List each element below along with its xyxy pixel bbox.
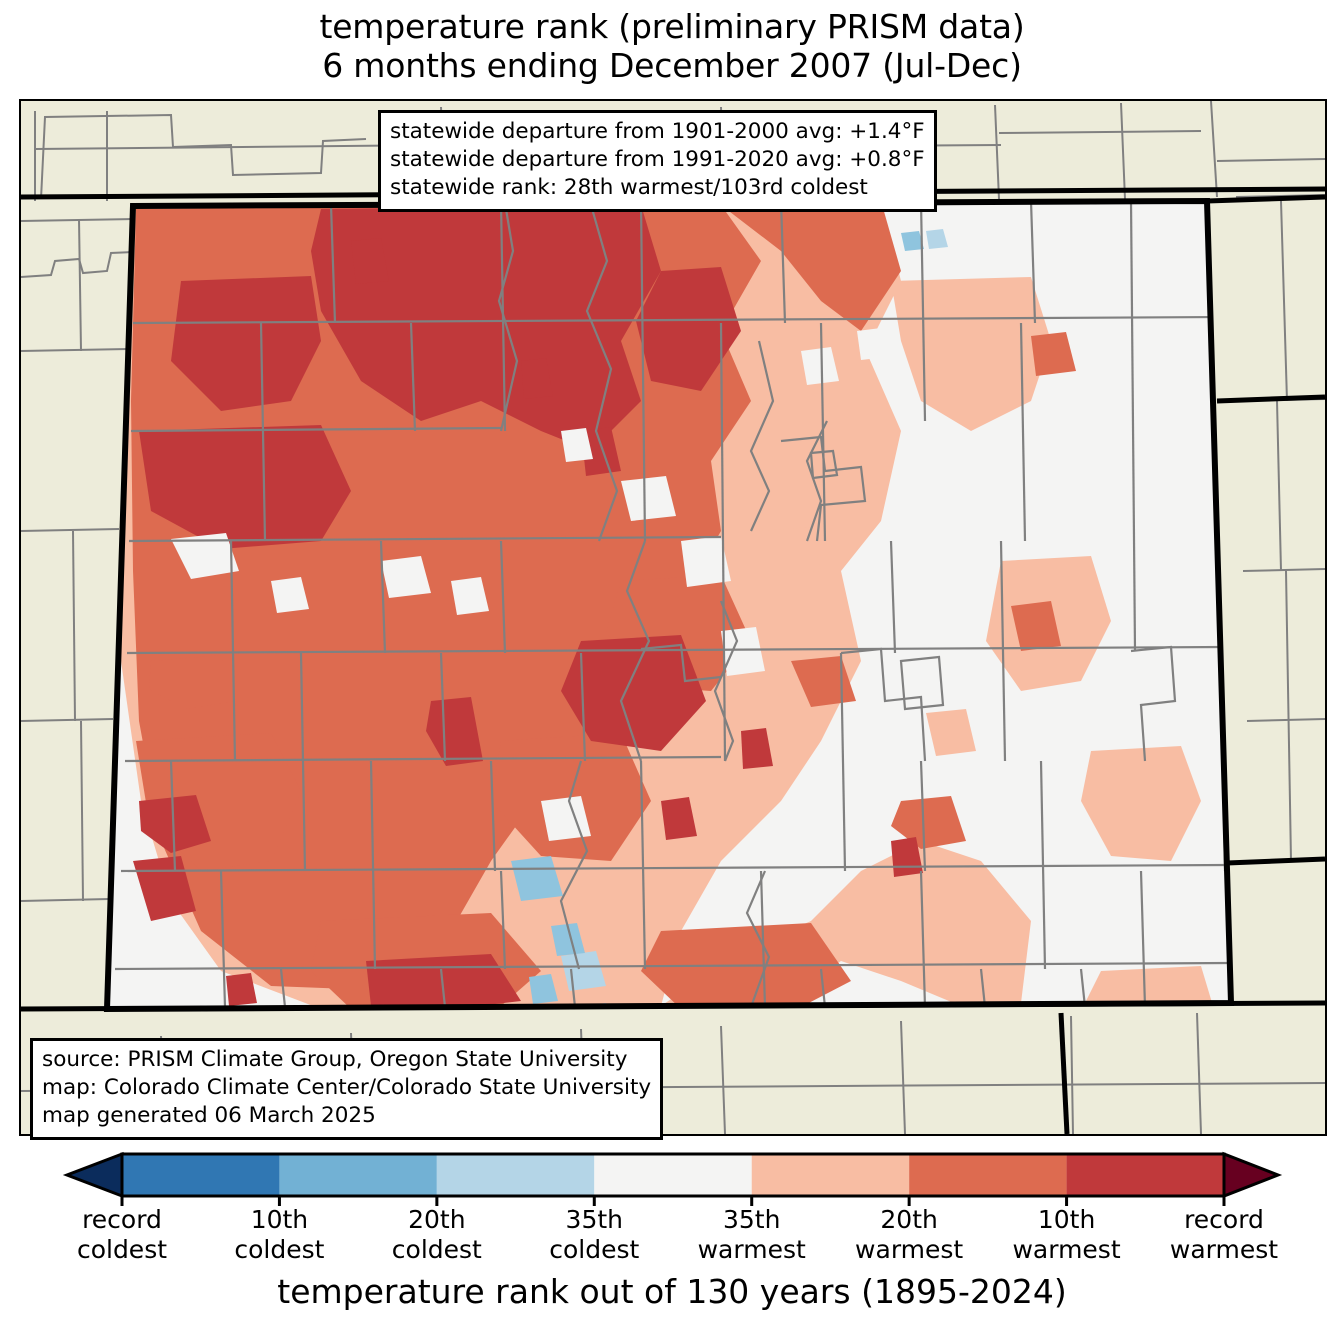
map-generated-line: map generated 06 March 2025 xyxy=(42,1102,376,1128)
colorado-county-lines xyxy=(114,201,1230,1008)
colorbar-label-bottom-3: coldest xyxy=(549,1234,640,1264)
contour-white-holes xyxy=(171,328,887,841)
colorbar-label-top-4: 35th xyxy=(722,1205,781,1234)
colorbar-label-bottom-7: warmest xyxy=(1169,1234,1279,1264)
colorbar-label-top-5: 20th xyxy=(880,1205,938,1234)
colorbar-label-top-6: 10th xyxy=(1037,1205,1096,1234)
colorado-temperature-rank-map xyxy=(21,101,1325,1134)
colorbar-label-top-3: 35th xyxy=(565,1205,624,1234)
colorbar-segment-5 xyxy=(909,1154,1067,1196)
page-title: temperature rank (preliminary PRISM data… xyxy=(0,7,1344,86)
colorbar-label-3: 35th coldest xyxy=(494,1205,694,1264)
colorbar-label-6: 10th warmest xyxy=(967,1205,1167,1264)
title-line-2: 6 months ending December 2007 (Jul-Dec) xyxy=(322,45,1022,85)
statewide-stats-box: statewide departure from 1901-2000 avg: … xyxy=(378,110,937,212)
colorbar-label-bottom-5: warmest xyxy=(855,1234,964,1264)
colorbar-label-0: record coldest xyxy=(22,1205,222,1264)
map-credit-line: map: Colorado Climate Center/Colorado St… xyxy=(42,1074,652,1100)
colorbar-segment-4 xyxy=(751,1154,910,1196)
stats-statewide-rank: statewide rank: 28th warmest/103rd colde… xyxy=(390,174,868,200)
colorbar-segment-0 xyxy=(122,1154,280,1196)
colorbar-caption: temperature rank out of 130 years (1895-… xyxy=(277,1272,1067,1311)
map-panel xyxy=(19,99,1327,1136)
stats-departure-1901-2000: statewide departure from 1901-2000 avg: … xyxy=(390,119,925,144)
colorbar-under-arrow xyxy=(62,1151,124,1199)
contour-light-blue xyxy=(511,231,924,1004)
title-line-1: temperature rank (preliminary PRISM data… xyxy=(319,7,1025,46)
colorbar-label-bottom-0: coldest xyxy=(76,1234,168,1264)
source-credits-box: source: PRISM Climate Group, Oregon Stat… xyxy=(30,1038,664,1140)
colorbar-label-top-0: record xyxy=(82,1205,162,1234)
colorbar-outline xyxy=(120,1152,1226,1198)
colorbar-label-bottom-4: warmest xyxy=(697,1234,806,1264)
colorbar-segments xyxy=(62,1151,1283,1199)
colorbar-label-5: 20th warmest xyxy=(809,1205,1009,1264)
colorbar-label-bottom-2: coldest xyxy=(391,1234,482,1264)
colorbar xyxy=(0,1148,1344,1208)
colorbar-label-bottom-1: coldest xyxy=(234,1234,325,1264)
colorbar-label-7: record warmest xyxy=(1124,1205,1324,1264)
colorbar-label-bottom-6: warmest xyxy=(1012,1234,1121,1264)
colorbar-labels: record coldest 10th coldest 20th coldest 35th c… xyxy=(0,1205,1344,1267)
colorbar-label-top-2: 20th xyxy=(408,1205,466,1234)
colorbar-segment-2 xyxy=(436,1154,595,1196)
colorbar-over-arrow xyxy=(1222,1151,1283,1199)
colorbar-segment-3 xyxy=(594,1154,752,1196)
colorbar-segment-1 xyxy=(279,1154,437,1196)
colorbar-ticks xyxy=(120,1196,1226,1206)
colorbar-label-4: 35th warmest xyxy=(652,1205,852,1264)
source-line: source: PRISM Climate Group, Oregon Stat… xyxy=(42,1047,628,1072)
colorbar-segment-6 xyxy=(1066,1154,1224,1196)
stats-departure-1991-2020: statewide departure from 1991-2020 avg: … xyxy=(390,146,925,172)
colorbar-svg xyxy=(62,1151,1283,1206)
colorbar-label-top-7: record xyxy=(1184,1205,1264,1234)
colorbar-label-1: 10th coldest xyxy=(179,1205,379,1264)
colorbar-label-top-1: 10th xyxy=(250,1205,309,1234)
colorbar-label-2: 20th coldest xyxy=(337,1205,537,1264)
